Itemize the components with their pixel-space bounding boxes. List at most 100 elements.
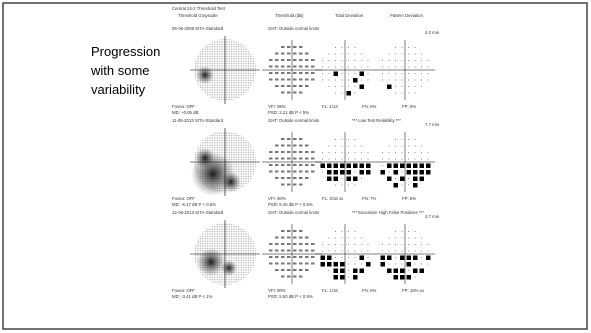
deviation-cell: [407, 275, 412, 280]
deviation-dot: [382, 152, 383, 153]
deviation-cell: [340, 262, 345, 267]
deviation-dot: [348, 80, 349, 81]
threshold-cell: [299, 184, 303, 186]
threshold-cell: [287, 138, 291, 140]
fl: FL: 3/16 xx: [322, 196, 344, 201]
deviation-dot: [335, 86, 336, 87]
threshold-cell: [287, 72, 291, 74]
deviation-cell: [347, 177, 352, 182]
threshold-cell: [275, 269, 279, 271]
deviation-dot: [415, 73, 416, 74]
threshold-cell: [281, 184, 285, 186]
deviation-dot: [348, 146, 349, 147]
threshold-cell: [293, 276, 297, 278]
deviation-dot: [322, 244, 323, 245]
deviation-cell: [407, 256, 412, 261]
deviation-dot: [421, 238, 422, 239]
deviation-cell: [327, 262, 332, 267]
threshold-cell: [305, 158, 309, 160]
deviation-dot: [402, 146, 403, 147]
threshold-cell: [299, 79, 303, 81]
deviation-dot: [389, 146, 390, 147]
threshold-cell: [281, 138, 285, 140]
deviation-cell: [413, 256, 418, 261]
deviation-dot: [368, 159, 369, 160]
threshold-cell: [299, 177, 303, 179]
deviation-dot: [335, 231, 336, 232]
deviation-dot: [335, 47, 336, 48]
deviation-dot: [382, 80, 383, 81]
deviation-cell: [420, 170, 425, 175]
threshold-cell: [287, 276, 291, 278]
deviation-dot: [408, 54, 409, 55]
deviation-dot: [428, 251, 429, 252]
test-date: 06-05-2008 SITA-Standard: [172, 26, 224, 31]
deviation-dot: [348, 60, 349, 61]
threshold-cell: [299, 256, 303, 258]
deviation-dot: [421, 264, 422, 265]
deviation-cell: [400, 269, 405, 274]
threshold-cell: [269, 256, 273, 258]
deviation-dot: [415, 86, 416, 87]
deviation-cell: [394, 164, 399, 169]
threshold-cell: [281, 250, 285, 252]
deviation-dot: [335, 93, 336, 94]
caption-line: Progression: [91, 44, 160, 59]
deviation-dot: [408, 86, 409, 87]
threshold-cell: [281, 263, 285, 265]
deviation-dot: [395, 47, 396, 48]
deviation-cell: [334, 170, 339, 175]
deviation-dot: [348, 67, 349, 68]
threshold-cell: [281, 243, 285, 245]
deviation-dot: [428, 244, 429, 245]
deviation-dot: [415, 238, 416, 239]
test-date: 12-06-2013 SITA-Standard: [172, 210, 224, 215]
column-header: Threshold (dB): [275, 13, 304, 18]
deviation-dot: [329, 60, 330, 61]
duration: 7.7 min: [425, 122, 440, 127]
deviation-dot: [348, 86, 349, 87]
deviation-dot: [421, 251, 422, 252]
deviation-dot: [368, 73, 369, 74]
deviation-dot: [342, 231, 343, 232]
ght: GHT: Outside normal limits: [268, 26, 319, 31]
deviation-dot: [402, 172, 403, 173]
threshold-cell: [269, 79, 273, 81]
threshold-cell: [293, 177, 297, 179]
deviation-dot: [329, 86, 330, 87]
deviation-dot: [421, 257, 422, 258]
threshold-cell: [275, 158, 279, 160]
deviation-dot: [408, 73, 409, 74]
threshold-cell: [305, 269, 309, 271]
deviation-dot: [368, 152, 369, 153]
deviation-dot: [402, 73, 403, 74]
deviation-dot: [402, 231, 403, 232]
deviation-dot: [408, 80, 409, 81]
threshold-cell: [299, 263, 303, 265]
psd: PSD: 6.45 dB P < 0.5%: [268, 202, 313, 207]
deviation-cell: [334, 177, 339, 182]
deviation-dot: [415, 152, 416, 153]
deviation-dot: [342, 93, 343, 94]
deviation-dot: [329, 244, 330, 245]
deviation-dot: [395, 238, 396, 239]
threshold-cell: [281, 46, 285, 48]
threshold-cell: [305, 151, 309, 153]
deviation-dot: [361, 244, 362, 245]
deviation-dot: [408, 139, 409, 140]
deviation-dot: [428, 152, 429, 153]
threshold-cell: [311, 243, 315, 245]
deviation-dot: [342, 159, 343, 160]
deviation-cell: [413, 183, 418, 188]
threshold-cell: [275, 256, 279, 258]
deviation-dot: [395, 231, 396, 232]
deviation-dot: [335, 185, 336, 186]
deviation-dot: [355, 146, 356, 147]
threshold-cell: [281, 230, 285, 232]
deviation-dot: [361, 152, 362, 153]
deviation-dot: [408, 67, 409, 68]
deviation-dot: [342, 251, 343, 252]
threshold-cell: [293, 66, 297, 68]
deviation-dot: [361, 80, 362, 81]
deviation-dot: [402, 185, 403, 186]
